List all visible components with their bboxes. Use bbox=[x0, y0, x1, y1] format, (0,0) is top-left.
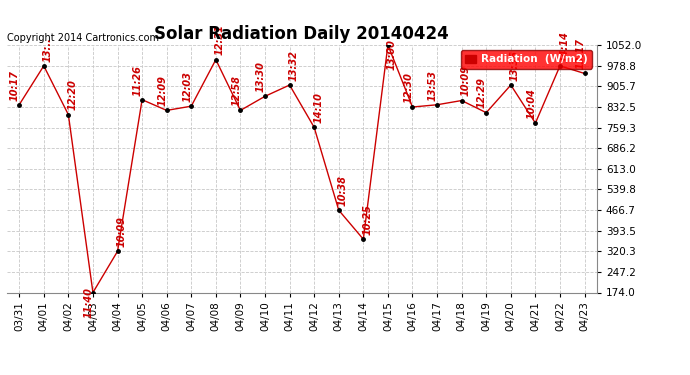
Text: 13:17: 13:17 bbox=[575, 38, 585, 69]
Text: 12:09: 12:09 bbox=[157, 75, 168, 106]
Text: 10:04: 10:04 bbox=[526, 88, 536, 119]
Text: 10:38: 10:38 bbox=[338, 175, 348, 206]
Text: 10:25: 10:25 bbox=[362, 204, 373, 235]
Text: Copyright 2014 Cartronics.com: Copyright 2014 Cartronics.com bbox=[7, 33, 159, 42]
Text: 11:26: 11:26 bbox=[133, 64, 143, 96]
Text: 13:53: 13:53 bbox=[428, 70, 438, 100]
Legend: Radiation  (W/m2): Radiation (W/m2) bbox=[461, 50, 591, 69]
Text: 13:30: 13:30 bbox=[256, 61, 266, 92]
Text: 14:14: 14:14 bbox=[559, 31, 569, 62]
Text: 11:40: 11:40 bbox=[83, 286, 94, 318]
Text: 10:09: 10:09 bbox=[461, 66, 471, 96]
Text: 13:00: 13:00 bbox=[387, 39, 397, 70]
Text: 13:..: 13:.. bbox=[43, 37, 53, 62]
Text: 12:29: 12:29 bbox=[477, 78, 487, 108]
Text: 12:03: 12:03 bbox=[182, 71, 192, 102]
Text: 13:32: 13:32 bbox=[288, 50, 299, 81]
Text: 13:36: 13:36 bbox=[510, 50, 520, 81]
Title: Solar Radiation Daily 20140424: Solar Radiation Daily 20140424 bbox=[155, 26, 449, 44]
Text: 12:58: 12:58 bbox=[231, 75, 241, 106]
Text: 12:20: 12:20 bbox=[68, 80, 77, 111]
Text: 12:30: 12:30 bbox=[404, 72, 413, 103]
Text: 10:09: 10:09 bbox=[117, 216, 127, 247]
Text: 12:31: 12:31 bbox=[215, 25, 225, 56]
Text: 10:17: 10:17 bbox=[10, 70, 20, 100]
Text: 14:10: 14:10 bbox=[313, 92, 324, 123]
